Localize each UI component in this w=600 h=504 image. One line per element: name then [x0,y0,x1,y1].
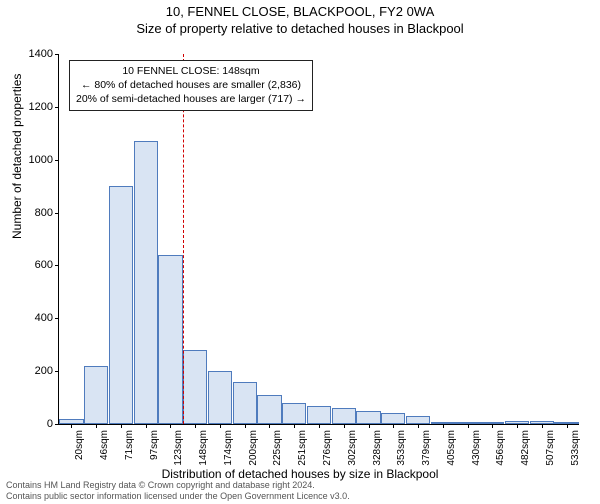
annotation-line: 20% of semi-detached houses are larger (… [76,92,306,106]
histogram-bar [134,141,158,424]
x-axis-label: Distribution of detached houses by size … [0,467,600,481]
histogram-bar [406,416,430,424]
chart-subtitle: Size of property relative to detached ho… [0,21,600,36]
footer-line2: Contains public sector information licen… [6,491,350,502]
histogram-bar [109,186,133,424]
x-tick-label: 379sqm [421,430,432,466]
annotation-box: 10 FENNEL CLOSE: 148sqm← 80% of detached… [69,60,313,111]
histogram-bar [282,403,306,424]
x-tick-label: 302sqm [347,430,358,466]
y-tick-label: 600 [13,259,53,271]
y-tick-label: 1000 [13,154,53,166]
x-tick-label: 456sqm [495,430,506,466]
annotation-line: 10 FENNEL CLOSE: 148sqm [76,64,306,78]
x-tick-label: 405sqm [446,430,457,466]
histogram-bar [208,371,232,424]
histogram-bar [158,255,182,424]
histogram-bar [356,411,380,424]
x-tick-label: 97sqm [149,430,160,460]
histogram-bar [307,406,331,425]
annotation-line: ← 80% of detached houses are smaller (2,… [76,78,306,92]
y-tick-label: 200 [13,365,53,377]
x-tick-label: 200sqm [248,430,259,466]
y-tick-label: 1200 [13,101,53,113]
y-tick-label: 800 [13,207,53,219]
histogram-bar [381,413,405,424]
histogram-bar [233,382,257,424]
x-tick-label: 46sqm [99,430,110,460]
x-tick-label: 533sqm [570,430,581,466]
x-tick-label: 507sqm [545,430,556,466]
x-tick-label: 328sqm [372,430,383,466]
x-tick-label: 20sqm [74,430,85,460]
y-tick-label: 400 [13,312,53,324]
x-tick-label: 482sqm [520,430,531,466]
x-tick-label: 174sqm [223,430,234,466]
x-tick-label: 251sqm [297,430,308,466]
x-tick-label: 225sqm [272,430,283,466]
footer-attribution: Contains HM Land Registry data © Crown c… [6,480,350,502]
y-tick-label: 1400 [13,48,53,60]
histogram-bar [84,366,108,424]
plot-area: 020040060080010001200140020sqm46sqm71sqm… [58,54,578,424]
histogram-bar [332,408,356,424]
x-tick-label: 430sqm [471,430,482,466]
x-tick-label: 148sqm [198,430,209,466]
x-tick-label: 276sqm [322,430,333,466]
histogram-bar [183,350,207,424]
footer-line1: Contains HM Land Registry data © Crown c… [6,480,350,491]
chart-title: 10, FENNEL CLOSE, BLACKPOOL, FY2 0WA [0,4,600,19]
x-tick-label: 353sqm [396,430,407,466]
chart-container: 10, FENNEL CLOSE, BLACKPOOL, FY2 0WA Siz… [0,4,600,504]
x-tick-label: 71sqm [124,430,135,460]
x-tick-label: 123sqm [173,430,184,466]
histogram-bar [257,395,281,424]
y-tick-label: 0 [13,418,53,430]
